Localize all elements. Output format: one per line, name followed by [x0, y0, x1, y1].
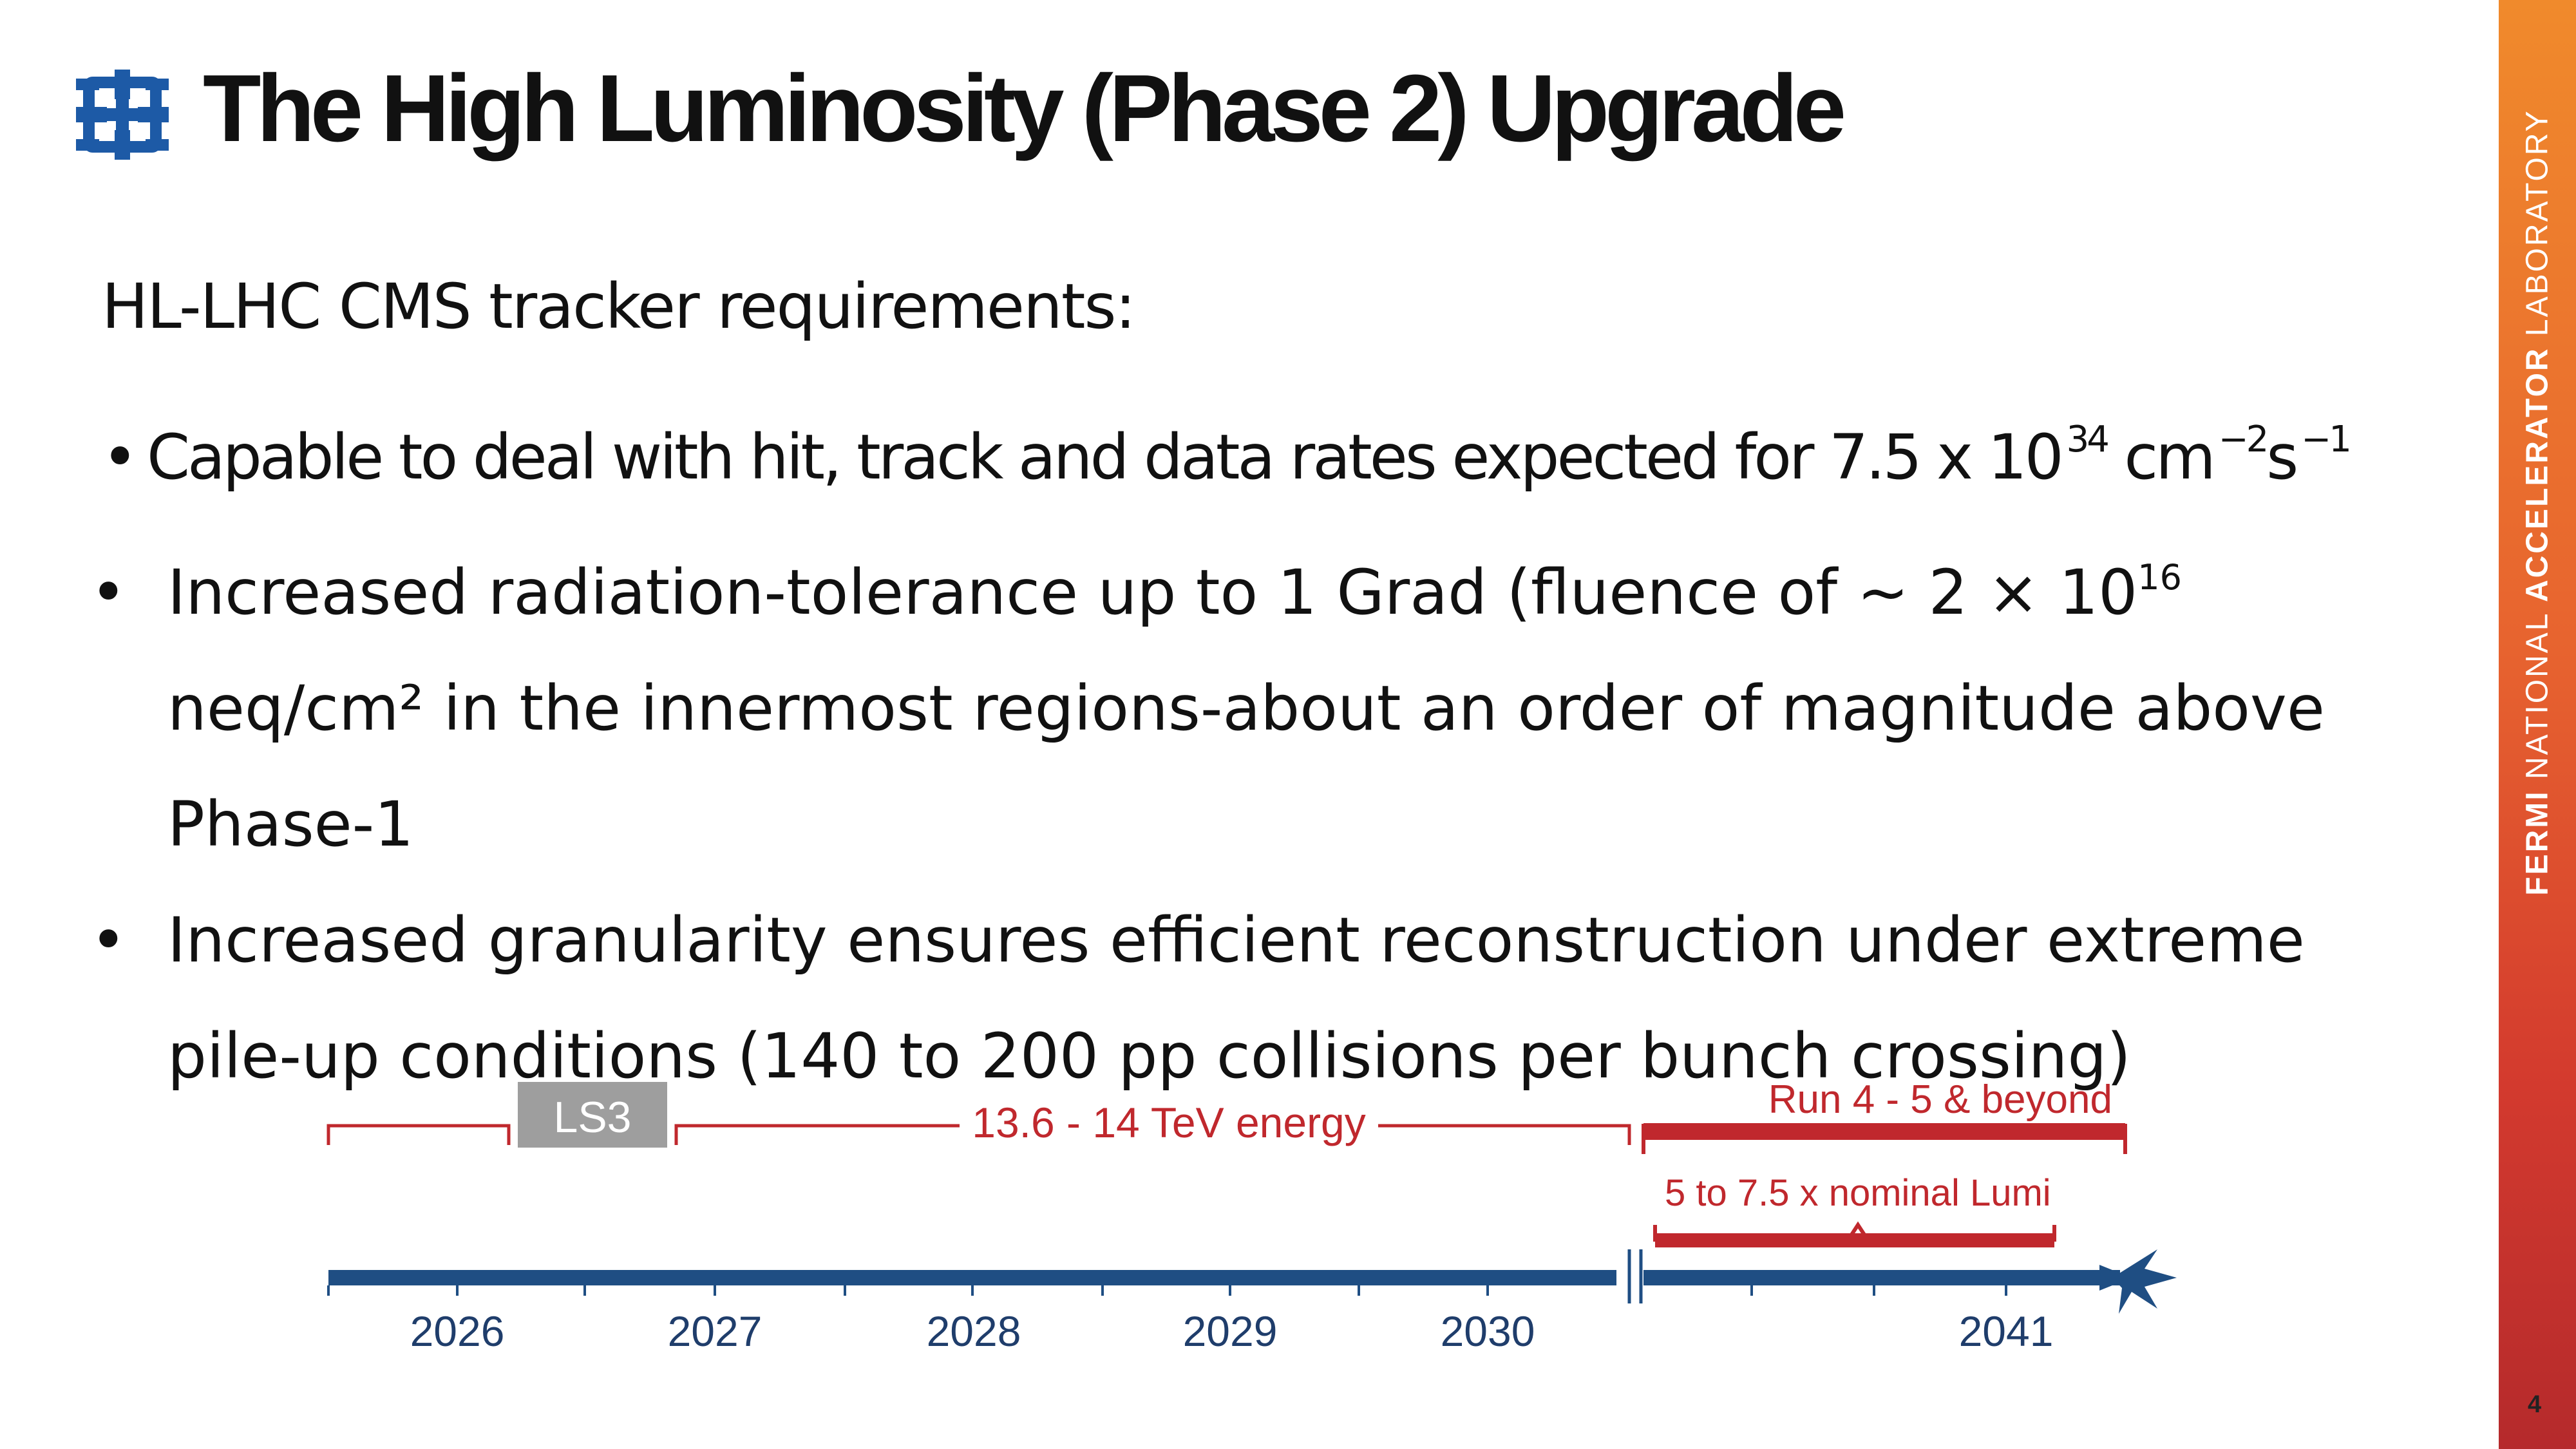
subheading: HL-LHC CMS tracker requirements:	[102, 270, 1136, 343]
lhc-timeline-diagram: LS3 13.6 - 14 TeV energy Run 4 - 5 & bey…	[327, 1077, 2177, 1355]
bullet-radiation: • Increased radiation-tolerance up to 1 G…	[90, 535, 2447, 882]
timeline-endpoint-star	[2112, 1249, 2177, 1314]
fermilab-logo-icon	[76, 70, 169, 160]
bullet-rates-text: Capable to deal with hit, track and data…	[147, 421, 2064, 493]
bullet-list: • Increased radiation-tolerance up to 1 G…	[90, 535, 2447, 1114]
fermilab-sidebar: FERMI NATIONAL ACCELERATOR LABORATORY	[2499, 0, 2576, 1449]
unit-s: s	[2266, 421, 2298, 493]
bullet-marker: •	[90, 904, 127, 976]
page-title: The High Luminosity (Phase 2) Upgrade	[203, 55, 1846, 162]
axis-ticks	[327, 1285, 2007, 1296]
timeline-arrow-tip	[2099, 1265, 2132, 1291]
sidebar-lab-name: FERMI NATIONAL ACCELERATOR LABORATORY	[2520, 109, 2555, 895]
bullet-marker: •	[90, 556, 127, 629]
bullet-radiation-text-a: Increased radiation-tolerance up to 1 Gr…	[167, 556, 2138, 629]
bullet-granularity: • Increased granularity ensures efficient…	[90, 882, 2447, 1114]
year-label-2030: 2030	[1441, 1307, 1535, 1355]
unit-cm: cm	[2124, 421, 2215, 493]
lumi-label: 5 to 7.5 x nominal Lumi	[1665, 1172, 2051, 1214]
exponent-34: 34	[2066, 419, 2110, 460]
sidebar-word-accelerator: ACCELERATOR	[2520, 346, 2555, 602]
bullet-granularity-text: Increased granularity ensures efficient …	[167, 904, 2305, 1092]
sidebar-word-fermi: FERMI	[2520, 790, 2555, 896]
exponent-16: 16	[2137, 557, 2182, 598]
ls3-label: LS3	[554, 1093, 632, 1142]
year-label-2028: 2028	[927, 1307, 1021, 1355]
sidebar-word-national: NATIONAL	[2520, 612, 2555, 780]
year-label-2027: 2027	[668, 1307, 762, 1355]
ls3-box	[518, 1082, 667, 1148]
bracket-pre-ls3	[327, 1124, 511, 1145]
sidebar-word-laboratory: LABORATORY	[2520, 109, 2555, 337]
bullet-rates: • Capable to deal with hit, track and dat…	[102, 419, 2352, 493]
lumi-bar	[1655, 1233, 2054, 1247]
bullet-marker: •	[102, 421, 138, 493]
timeline-axis-left	[328, 1270, 1616, 1285]
timeline-axis-right	[1643, 1270, 2120, 1285]
bullet-radiation-text-b: neq/cm² in the innermost regions-about a…	[167, 672, 2325, 860]
run-label: Run 4 - 5 & beyond	[1768, 1077, 2112, 1122]
page-number: 4	[2528, 1391, 2542, 1418]
run-bar	[1643, 1123, 2125, 1140]
year-label-2041: 2041	[1959, 1307, 2054, 1355]
year-label-2029: 2029	[1183, 1307, 1278, 1355]
year-label-2026: 2026	[410, 1307, 505, 1355]
bracket-energy	[674, 1124, 1631, 1145]
energy-label: 13.6 - 14 TeV energy	[972, 1099, 1366, 1146]
exponent-s: −1	[2301, 419, 2352, 460]
exponent-cm: −2	[2218, 419, 2269, 460]
